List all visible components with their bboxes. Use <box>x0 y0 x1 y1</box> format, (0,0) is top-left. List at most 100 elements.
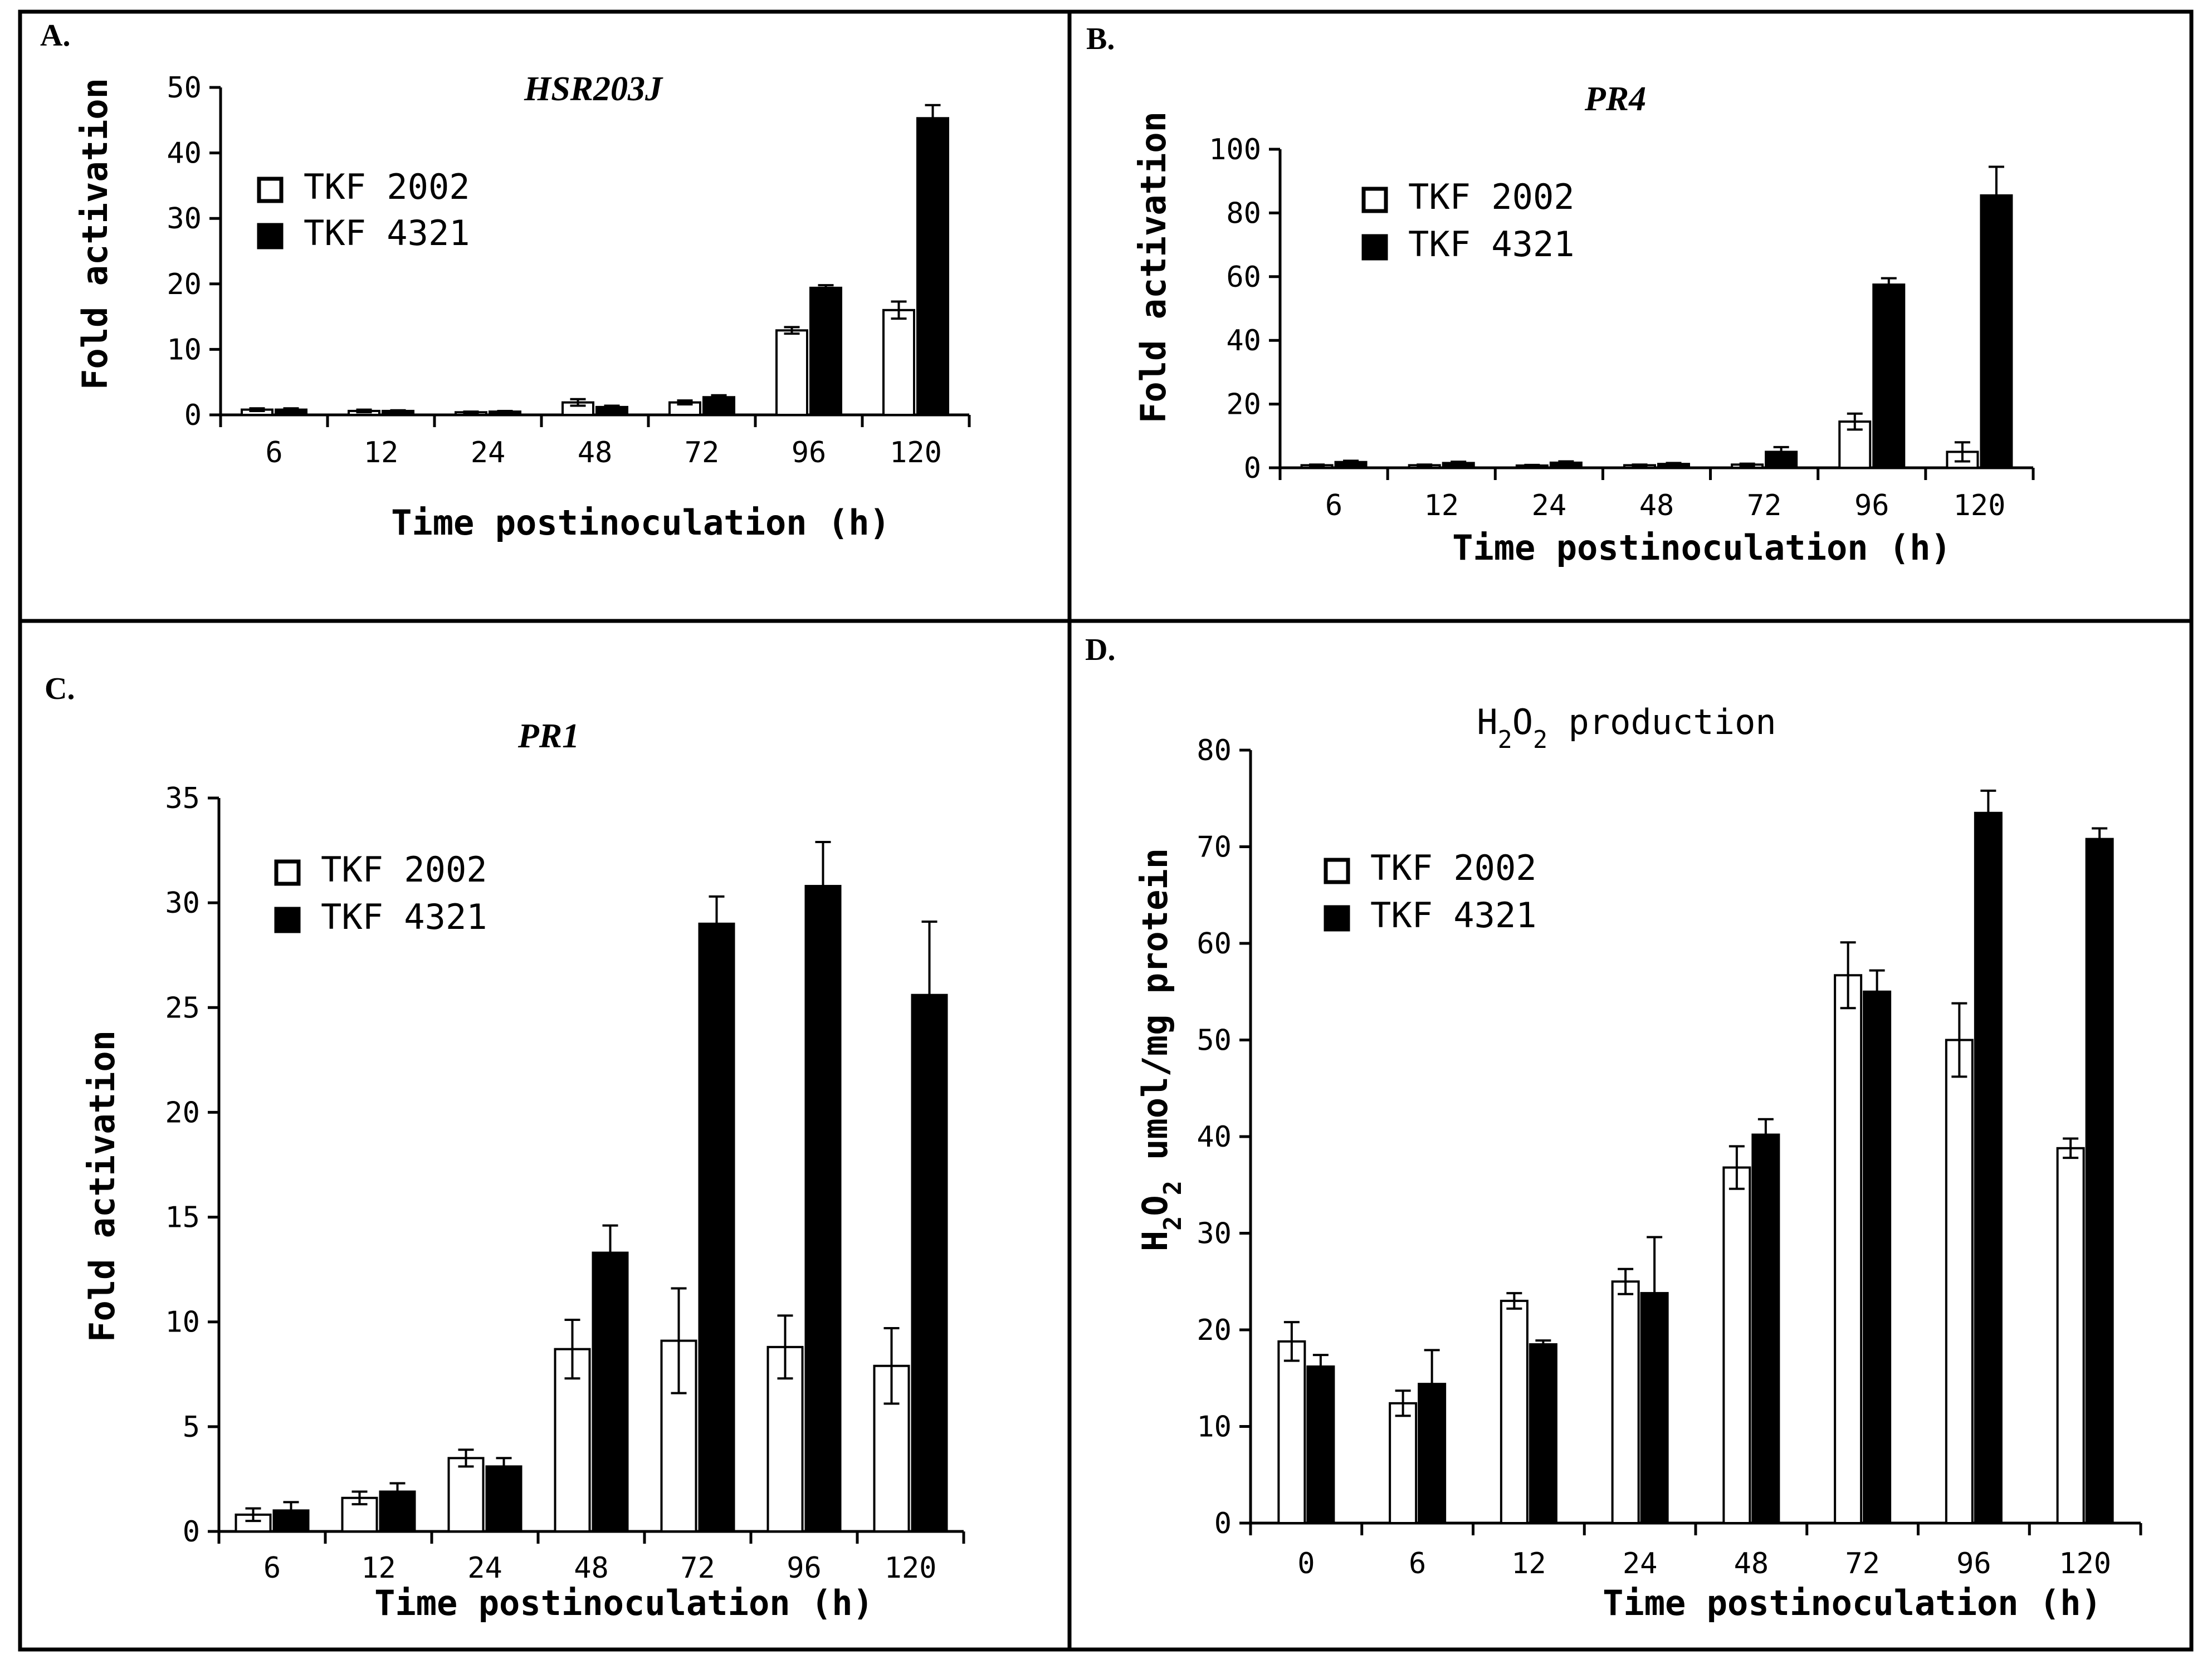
bar-tkf-4321 <box>911 993 948 1533</box>
legend-label: TKF 4321 <box>304 213 470 253</box>
y-tick-label: 30 <box>165 887 200 920</box>
y-axis-label: H2O2 umol/mg protein <box>1135 848 1187 1251</box>
chart-panel-c: C. PR1 0 5 10 15 20 25 30 35 6 12 24 48 72 96 120 Fold ac… <box>45 672 965 1623</box>
bar-tkf-2002 <box>1611 1280 1640 1524</box>
chart-panel-d: D. H2O2 production 0 10 20 30 40 50 60 70 80 0 6 12 24… <box>1085 633 2142 1623</box>
legend-label: TKF 4321 <box>321 897 487 937</box>
bar-tkf-4321 <box>1529 1343 1557 1524</box>
bar-tkf-2002 <box>1389 1402 1418 1525</box>
y-tick-label: 20 <box>167 268 202 301</box>
bar-tkf-4321 <box>1751 1133 1780 1524</box>
x-tick-label: 6 <box>265 436 282 469</box>
x-tick-label: 24 <box>471 436 506 469</box>
bar-tkf-4321 <box>1863 990 1892 1524</box>
legend-label: TKF 2002 <box>321 849 487 890</box>
x-tick-label: 96 <box>1956 1547 1991 1580</box>
bar-tkf-2002 <box>882 309 915 417</box>
chart-title: PR1 <box>517 717 579 755</box>
panel-label: A. <box>40 18 70 53</box>
y-tick-label: 10 <box>165 1306 200 1339</box>
x-tick-label: 6 <box>263 1551 281 1585</box>
x-tick-label: 120 <box>890 436 942 469</box>
y-tick-label: 80 <box>1226 197 1261 230</box>
x-tick-label: 6 <box>1409 1547 1426 1580</box>
x-tick-label: 120 <box>885 1551 937 1585</box>
x-tick-label: 48 <box>1734 1547 1769 1580</box>
y-tick-label: 15 <box>165 1201 200 1235</box>
bar-tkf-4321 <box>2085 838 2114 1524</box>
bar-tkf-4321 <box>916 117 949 417</box>
legend-label: TKF 4321 <box>1408 224 1575 265</box>
y-tick-label: 50 <box>167 71 202 105</box>
x-tick-label: 24 <box>1623 1547 1658 1580</box>
x-axis-label: Time postinoculation (h) <box>391 502 890 543</box>
bar-tkf-2002 <box>1500 1299 1529 1524</box>
y-tick-label: 20 <box>1197 1314 1232 1347</box>
chart-title: HSR203J <box>524 70 663 108</box>
y-tick-label: 10 <box>1197 1411 1232 1444</box>
y-tick-label: 35 <box>165 782 200 815</box>
x-tick-label: 120 <box>2059 1547 2111 1580</box>
y-tick-label: 80 <box>1197 734 1232 767</box>
x-tick-label: 12 <box>1511 1547 1546 1580</box>
legend-swatch <box>257 177 284 203</box>
legend-swatch <box>1361 187 1388 213</box>
legend-swatch <box>274 907 301 933</box>
x-tick-label: 6 <box>1325 489 1342 522</box>
y-tick-label: 60 <box>1197 927 1232 961</box>
x-tick-label: 96 <box>792 436 827 469</box>
x-tick-label: 72 <box>685 436 720 469</box>
y-tick-label: 20 <box>165 1096 200 1129</box>
legend-label: TKF 2002 <box>1370 848 1537 888</box>
bar-tkf-2002 <box>2056 1147 2085 1525</box>
chart-panel-a: A. HSR203J 0 10 20 30 40 50 6 12 24 48 72 96 120 Fold a… <box>40 18 971 543</box>
y-tick-label: 100 <box>1209 133 1261 167</box>
x-tick-label: 72 <box>1845 1547 1880 1580</box>
bar-tkf-2002 <box>1277 1340 1306 1525</box>
bar-tkf-2002 <box>1834 974 1863 1524</box>
x-tick-label: 12 <box>364 436 399 469</box>
figure-border <box>18 9 2194 1652</box>
y-tick-label: 70 <box>1197 831 1232 864</box>
x-axis-label: Time postinoculation (h) <box>374 1583 873 1623</box>
bar-tkf-4321 <box>804 885 842 1533</box>
y-tick-label: 40 <box>1197 1120 1232 1154</box>
bar-tkf-4321 <box>809 286 842 417</box>
y-axis-label: Fold activation <box>82 1030 123 1342</box>
panel-label: C. <box>45 672 75 706</box>
y-tick-label: 10 <box>167 333 202 366</box>
x-tick-label: 120 <box>1953 489 2005 522</box>
legend-label: TKF 2002 <box>1408 177 1575 217</box>
y-tick-label: 20 <box>1226 388 1261 422</box>
bar-tkf-2002 <box>1722 1166 1751 1524</box>
bar-tkf-2002 <box>775 329 808 417</box>
chart-title: PR4 <box>1584 80 1646 118</box>
bar-tkf-4321 <box>592 1251 629 1533</box>
legend-swatch <box>1324 858 1350 884</box>
bar-tkf-4321 <box>1980 194 2013 469</box>
panel-label: D. <box>1085 633 1115 667</box>
bar-tkf-2002 <box>447 1457 485 1533</box>
y-axis-label: Fold activation <box>75 78 115 390</box>
x-tick-label: 24 <box>467 1551 502 1585</box>
y-axis-label: Fold activation <box>1133 111 1174 423</box>
x-tick-label: 12 <box>361 1551 396 1585</box>
bar-tkf-2002 <box>1945 1039 1974 1524</box>
y-tick-label: 30 <box>167 202 202 236</box>
y-tick-label: 25 <box>165 991 200 1025</box>
y-tick-label: 50 <box>1197 1024 1232 1058</box>
x-tick-label: 12 <box>1424 489 1459 522</box>
y-tick-label: 60 <box>1226 261 1261 294</box>
x-axis-label: Time postinoculation (h) <box>1452 527 1951 568</box>
y-tick-label: 30 <box>1197 1217 1232 1251</box>
legend-label: TKF 2002 <box>304 167 470 207</box>
x-tick-label: 0 <box>1297 1547 1315 1580</box>
legend-swatch <box>274 859 301 886</box>
legend-swatch <box>1324 905 1350 932</box>
y-tick-label: 0 <box>1214 1507 1232 1540</box>
y-tick-label: 40 <box>1226 324 1261 358</box>
bar-tkf-4321 <box>1306 1365 1335 1524</box>
bar-tkf-4321 <box>1872 283 1906 469</box>
bar-tkf-4321 <box>1974 811 2003 1524</box>
